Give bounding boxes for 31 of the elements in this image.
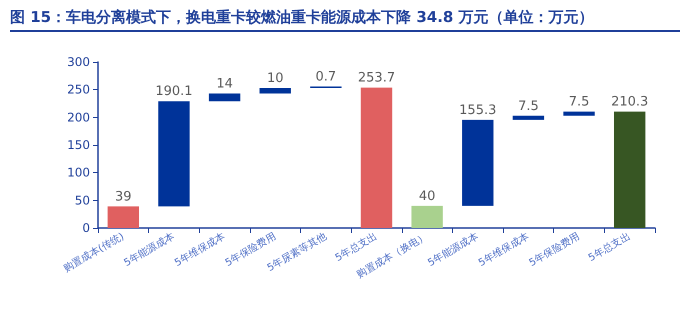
data-label: 210.3 [611, 94, 648, 110]
x-tick-label: 5年保险费用 [526, 230, 582, 269]
bar [512, 116, 544, 120]
data-label: 190.1 [155, 84, 193, 100]
bar [158, 101, 190, 206]
chart-title: 图 15：车电分离模式下，换电重卡较燃油重卡能源成本下降 34.8 万元（单位：万元） [10, 8, 680, 32]
y-tick-label: 150 [67, 138, 90, 152]
data-label: 39 [115, 189, 132, 204]
data-label: 10 [266, 70, 284, 86]
bar [563, 112, 595, 116]
y-tick-label: 250 [67, 82, 90, 97]
data-label: 7.5 [568, 94, 590, 110]
bar [108, 206, 140, 228]
bar [260, 88, 291, 94]
bar [360, 88, 392, 228]
y-tick-label: 50 [74, 193, 90, 208]
y-tick-label: 100 [67, 166, 90, 180]
data-label: 14 [216, 76, 233, 92]
y-tick-label: 300 [67, 55, 90, 69]
y-tick-label: 0 [82, 221, 90, 235]
data-label: 0.7 [316, 70, 336, 85]
data-label: 155.3 [459, 102, 496, 118]
data-label: 40 [418, 188, 436, 204]
y-tick-label: 200 [67, 110, 90, 124]
data-label: 253.7 [358, 70, 396, 86]
bar [614, 112, 646, 228]
bar [208, 93, 240, 102]
bar [411, 206, 443, 228]
x-tick-label: 5年总支出 [586, 230, 632, 264]
bar [462, 120, 494, 206]
data-label: 7.5 [518, 98, 539, 114]
